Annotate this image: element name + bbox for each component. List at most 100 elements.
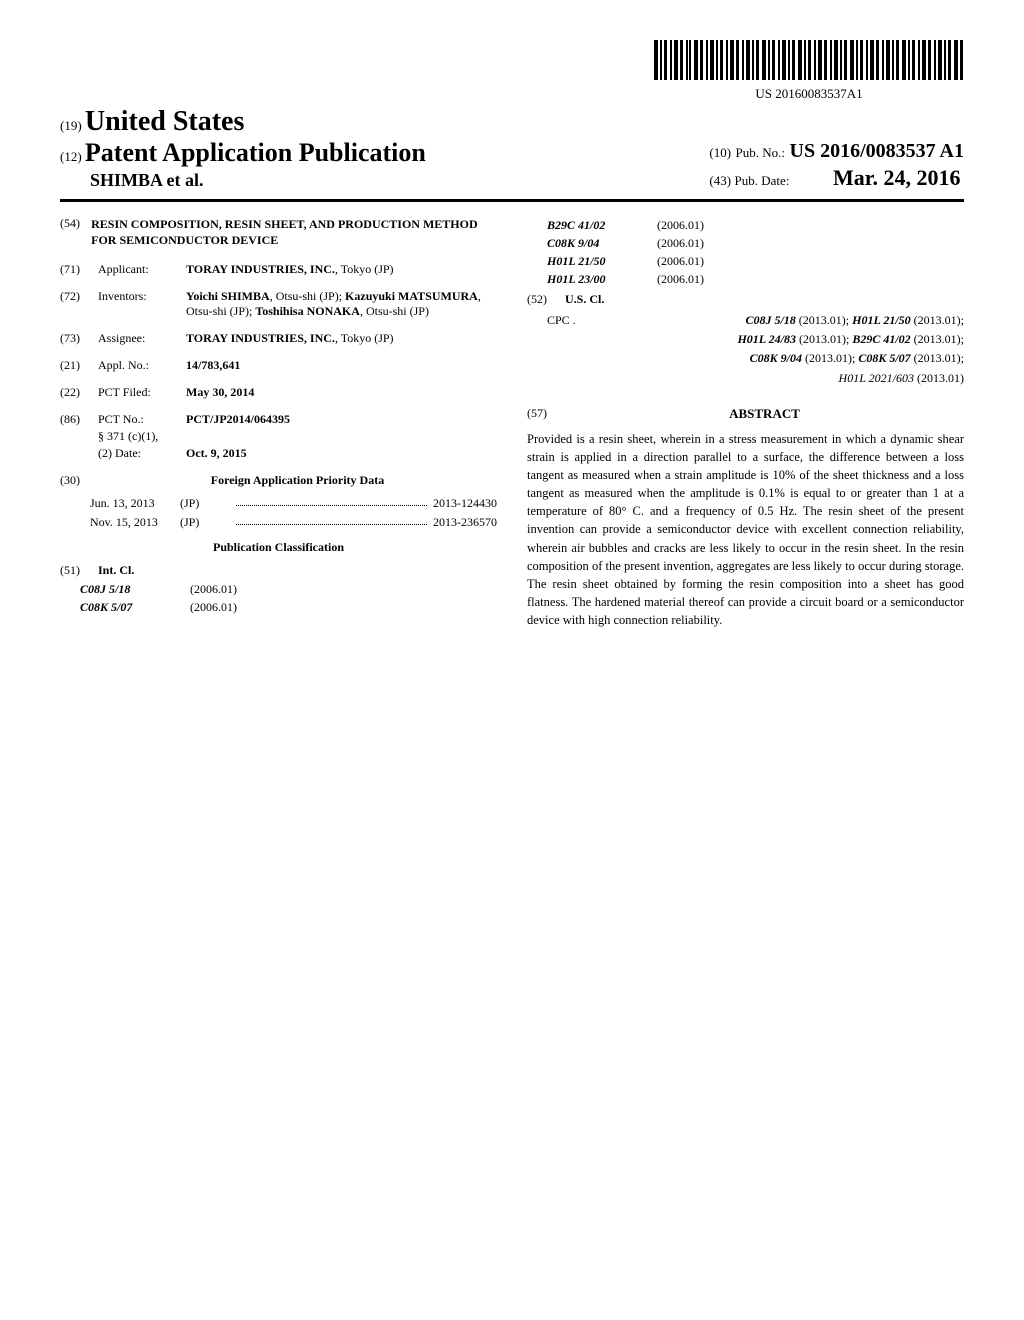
intcl-5-year: (2006.01) — [657, 270, 704, 288]
section-371-date-value: Oct. 9, 2015 — [186, 446, 497, 461]
uscl-num: (52) — [527, 292, 557, 307]
pub-no-label: Pub. No.: — [736, 145, 785, 160]
barcode-svg — [654, 40, 964, 80]
header-left: (19) United States (12) Patent Applicati… — [60, 106, 426, 191]
pub-no-prefix: (10) — [709, 145, 731, 160]
priority-row-0: Jun. 13, 2013 (JP) 2013-124430 — [90, 496, 497, 511]
priority-list: Jun. 13, 2013 (JP) 2013-124430 Nov. 15, … — [90, 496, 497, 530]
intcl-item-2: B29C 41/02 (2006.01) — [547, 216, 964, 234]
intcl-item-3: C08K 9/04 (2006.01) — [547, 234, 964, 252]
priority-1-date: Nov. 15, 2013 — [90, 515, 180, 530]
pct-filed-label: PCT Filed: — [98, 385, 178, 400]
cpc-6-code: H01L 2021/603 — [839, 371, 914, 385]
right-column: B29C 41/02 (2006.01) C08K 9/04 (2006.01)… — [527, 216, 964, 629]
cpc-3-year: (2013.01); — [914, 332, 964, 346]
applicant-value: TORAY INDUSTRIES, INC., Tokyo (JP) — [186, 262, 497, 277]
intcl-2-year: (2006.01) — [657, 216, 704, 234]
pub-date-label: Pub. Date: — [735, 173, 790, 188]
assignee-bold: TORAY INDUSTRIES, INC. — [186, 331, 335, 345]
cpc-2-code: H01L 24/83 — [737, 332, 796, 346]
priority-row-1: Nov. 15, 2013 (JP) 2013-236570 — [90, 515, 497, 530]
cpc-6-year: (2013.01) — [917, 371, 964, 385]
appl-no-num: (21) — [60, 358, 90, 373]
intcl-item-4: H01L 21/50 (2006.01) — [547, 252, 964, 270]
appl-no-value: 14/783,641 — [186, 358, 497, 373]
section-371-date-label: (2) Date: — [98, 446, 178, 461]
pct-no-num: (86) — [60, 412, 90, 427]
assignee-label: Assignee: — [98, 331, 178, 346]
pub-date-line: (43) Pub. Date: Mar. 24, 2016 — [709, 165, 964, 191]
uscl-label: U.S. Cl. — [565, 292, 604, 307]
intcl-4-code: H01L 21/50 — [547, 252, 657, 270]
intcl-item-5: H01L 23/00 (2006.01) — [547, 270, 964, 288]
pct-filed-value: May 30, 2014 — [186, 385, 497, 400]
applicant-rest: , Tokyo (JP) — [335, 262, 394, 276]
applicant-bold: TORAY INDUSTRIES, INC. — [186, 262, 335, 276]
inventor-2-loc: , Otsu-shi (JP) — [360, 304, 429, 318]
pct-filed-row: (22) PCT Filed: May 30, 2014 — [60, 385, 497, 400]
priority-0-country: (JP) — [180, 496, 230, 511]
inventors-label: Inventors: — [98, 289, 178, 319]
pct-no-value: PCT/JP2014/064395 — [186, 412, 497, 427]
barcode-text: US 20160083537A1 — [654, 86, 964, 102]
intcl-item-1: C08K 5/07 (2006.01) — [80, 598, 497, 616]
inventor-0-loc: , Otsu-shi (JP); — [270, 289, 342, 303]
intcl-label: Int. Cl. — [98, 563, 134, 578]
inventors-row: (72) Inventors: Yoichi SHIMBA, Otsu-shi … — [60, 289, 497, 319]
intcl-2-code: B29C 41/02 — [547, 216, 657, 234]
section-371-date-row: (2) Date: Oct. 9, 2015 — [60, 446, 497, 461]
pub-date-value: Mar. 24, 2016 — [833, 165, 961, 190]
cpc-0-code: C08J 5/18 — [745, 313, 795, 327]
page-header: (19) United States (12) Patent Applicati… — [60, 106, 964, 191]
abstract-heading: ABSTRACT — [565, 406, 964, 422]
abstract-num: (57) — [527, 406, 557, 422]
intcl-num: (51) — [60, 563, 90, 578]
blank-num — [60, 429, 90, 444]
abstract-text: Provided is a resin sheet, wherein in a … — [527, 430, 964, 629]
appl-no-row: (21) Appl. No.: 14/783,641 — [60, 358, 497, 373]
priority-heading: Foreign Application Priority Data — [98, 473, 497, 488]
cpc-3-code: B29C 41/02 — [852, 332, 910, 346]
intcl-4-year: (2006.01) — [657, 252, 704, 270]
priority-header-row: (30) Foreign Application Priority Data — [60, 473, 497, 488]
pub-no-value: US 2016/0083537 A1 — [790, 140, 964, 162]
pub-class-heading: Publication Classification — [60, 540, 497, 555]
intcl-list-left: C08J 5/18 (2006.01) C08K 5/07 (2006.01) — [60, 580, 497, 616]
cpc-2-year: (2013.01); — [799, 332, 849, 346]
inventors-num: (72) — [60, 289, 90, 319]
cpc-block: CPC . C08J 5/18 (2013.01); H01L 21/50 (2… — [527, 311, 964, 388]
barcode: US 20160083537A1 — [654, 40, 964, 102]
priority-dots-0 — [236, 496, 427, 506]
cpc-5-code: C08K 5/07 — [858, 351, 910, 365]
prefix-19: (19) — [60, 118, 82, 133]
title-block: (54) RESIN COMPOSITION, RESIN SHEET, AND… — [60, 216, 497, 248]
priority-0-date: Jun. 13, 2013 — [90, 496, 180, 511]
left-column: (54) RESIN COMPOSITION, RESIN SHEET, AND… — [60, 216, 497, 629]
inventor-1-name: Kazuyuki MATSUMURA — [345, 289, 478, 303]
assignee-value: TORAY INDUSTRIES, INC., Tokyo (JP) — [186, 331, 497, 346]
inventors-value: Yoichi SHIMBA, Otsu-shi (JP); Kazuyuki M… — [186, 289, 497, 319]
barcode-region: US 20160083537A1 — [60, 40, 964, 102]
assignee-num: (73) — [60, 331, 90, 346]
intcl-1-code: C08K 5/07 — [80, 598, 190, 616]
priority-0-number: 2013-124430 — [433, 496, 497, 511]
intcl-5-code: H01L 23/00 — [547, 270, 657, 288]
abstract-header-row: (57) ABSTRACT — [527, 406, 964, 422]
divider-thick — [60, 199, 964, 202]
title-num: (54) — [60, 216, 81, 248]
cpc-1-year: (2013.01); — [914, 313, 964, 327]
applicant-num: (71) — [60, 262, 90, 277]
assignee-row: (73) Assignee: TORAY INDUSTRIES, INC., T… — [60, 331, 497, 346]
cpc-4-year: (2013.01); — [805, 351, 855, 365]
pct-filed-num: (22) — [60, 385, 90, 400]
applicant-label: Applicant: — [98, 262, 178, 277]
cpc-4-code: C08K 9/04 — [750, 351, 802, 365]
pub-no-line: (10) Pub. No.: US 2016/0083537 A1 — [709, 140, 964, 163]
priority-num: (30) — [60, 473, 90, 488]
uscl-row: (52) U.S. Cl. — [527, 292, 964, 307]
blank-num-2 — [60, 446, 90, 461]
inventor-0-name: Yoichi SHIMBA — [186, 289, 270, 303]
title-text: RESIN COMPOSITION, RESIN SHEET, AND PROD… — [91, 216, 497, 248]
intcl-0-year: (2006.01) — [190, 580, 237, 598]
publication-type: Patent Application Publication — [85, 138, 426, 167]
